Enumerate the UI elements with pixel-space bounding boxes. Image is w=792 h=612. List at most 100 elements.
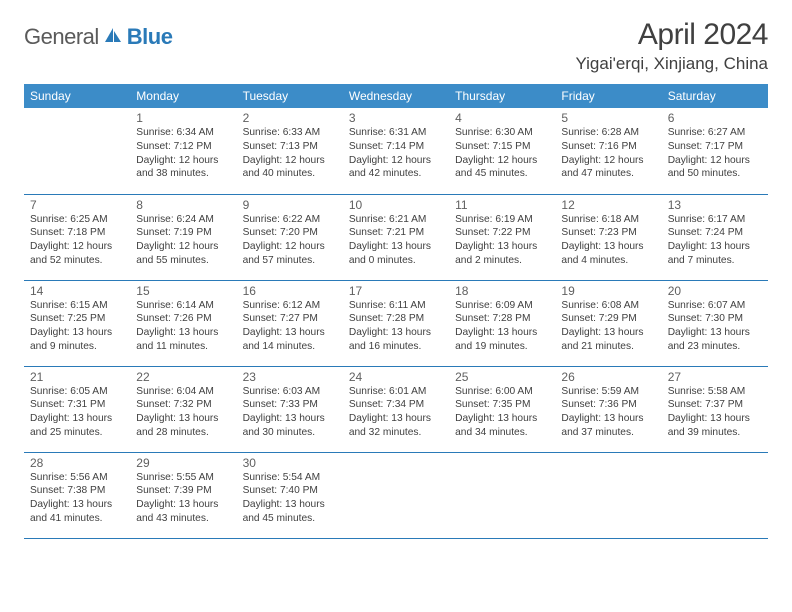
day-detail-line: Sunset: 7:26 PM bbox=[136, 312, 230, 326]
day-detail-line: and 9 minutes. bbox=[30, 340, 124, 354]
day-detail-line: Sunrise: 6:03 AM bbox=[243, 385, 337, 399]
day-detail-line: Sunrise: 6:19 AM bbox=[455, 213, 549, 227]
day-details: Sunrise: 6:12 AMSunset: 7:27 PMDaylight:… bbox=[243, 299, 337, 354]
day-detail-line: and 30 minutes. bbox=[243, 426, 337, 440]
day-number: 29 bbox=[136, 456, 230, 470]
day-detail-line: and 21 minutes. bbox=[561, 340, 655, 354]
day-detail-line: Sunset: 7:15 PM bbox=[455, 140, 549, 154]
calendar-cell: 26Sunrise: 5:59 AMSunset: 7:36 PMDayligh… bbox=[555, 366, 661, 452]
day-details: Sunrise: 6:18 AMSunset: 7:23 PMDaylight:… bbox=[561, 213, 655, 268]
day-detail-line: and 0 minutes. bbox=[349, 254, 443, 268]
day-detail-line: and 47 minutes. bbox=[561, 167, 655, 181]
dayheader-wed: Wednesday bbox=[343, 84, 449, 108]
day-detail-line: Daylight: 13 hours bbox=[136, 412, 230, 426]
day-detail-line: Sunset: 7:23 PM bbox=[561, 226, 655, 240]
day-detail-line: Daylight: 13 hours bbox=[668, 240, 762, 254]
logo-text-1: General bbox=[24, 24, 99, 50]
day-details: Sunrise: 6:34 AMSunset: 7:12 PMDaylight:… bbox=[136, 126, 230, 181]
calendar-week: 1Sunrise: 6:34 AMSunset: 7:12 PMDaylight… bbox=[24, 108, 768, 194]
day-details: Sunrise: 6:05 AMSunset: 7:31 PMDaylight:… bbox=[30, 385, 124, 440]
calendar-cell: 24Sunrise: 6:01 AMSunset: 7:34 PMDayligh… bbox=[343, 366, 449, 452]
calendar-cell bbox=[449, 452, 555, 538]
day-details: Sunrise: 6:28 AMSunset: 7:16 PMDaylight:… bbox=[561, 126, 655, 181]
day-number: 15 bbox=[136, 284, 230, 298]
day-number: 17 bbox=[349, 284, 443, 298]
day-detail-line: Sunrise: 5:55 AM bbox=[136, 471, 230, 485]
day-details: Sunrise: 6:01 AMSunset: 7:34 PMDaylight:… bbox=[349, 385, 443, 440]
day-detail-line: Sunset: 7:32 PM bbox=[136, 398, 230, 412]
day-details: Sunrise: 6:17 AMSunset: 7:24 PMDaylight:… bbox=[668, 213, 762, 268]
day-detail-line: and 11 minutes. bbox=[136, 340, 230, 354]
day-number: 5 bbox=[561, 111, 655, 125]
day-detail-line: Sunset: 7:33 PM bbox=[243, 398, 337, 412]
day-detail-line: Sunrise: 6:14 AM bbox=[136, 299, 230, 313]
day-detail-line: and 16 minutes. bbox=[349, 340, 443, 354]
day-number: 22 bbox=[136, 370, 230, 384]
location: Yigai'erqi, Xinjiang, China bbox=[575, 54, 768, 74]
day-number: 14 bbox=[30, 284, 124, 298]
calendar-cell: 25Sunrise: 6:00 AMSunset: 7:35 PMDayligh… bbox=[449, 366, 555, 452]
calendar-cell: 10Sunrise: 6:21 AMSunset: 7:21 PMDayligh… bbox=[343, 194, 449, 280]
day-detail-line: Sunset: 7:37 PM bbox=[668, 398, 762, 412]
day-detail-line: Sunrise: 6:00 AM bbox=[455, 385, 549, 399]
day-details: Sunrise: 5:56 AMSunset: 7:38 PMDaylight:… bbox=[30, 471, 124, 526]
day-details: Sunrise: 6:33 AMSunset: 7:13 PMDaylight:… bbox=[243, 126, 337, 181]
day-details: Sunrise: 6:24 AMSunset: 7:19 PMDaylight:… bbox=[136, 213, 230, 268]
day-detail-line: Sunrise: 6:01 AM bbox=[349, 385, 443, 399]
calendar-cell: 9Sunrise: 6:22 AMSunset: 7:20 PMDaylight… bbox=[237, 194, 343, 280]
calendar-cell: 18Sunrise: 6:09 AMSunset: 7:28 PMDayligh… bbox=[449, 280, 555, 366]
calendar-week: 21Sunrise: 6:05 AMSunset: 7:31 PMDayligh… bbox=[24, 366, 768, 452]
calendar-cell: 16Sunrise: 6:12 AMSunset: 7:27 PMDayligh… bbox=[237, 280, 343, 366]
day-detail-line: and 39 minutes. bbox=[668, 426, 762, 440]
day-detail-line: and 19 minutes. bbox=[455, 340, 549, 354]
day-detail-line: Sunset: 7:27 PM bbox=[243, 312, 337, 326]
day-detail-line: and 45 minutes. bbox=[455, 167, 549, 181]
day-details: Sunrise: 6:30 AMSunset: 7:15 PMDaylight:… bbox=[455, 126, 549, 181]
day-detail-line: Sunrise: 6:08 AM bbox=[561, 299, 655, 313]
day-detail-line: Sunset: 7:29 PM bbox=[561, 312, 655, 326]
day-detail-line: and 40 minutes. bbox=[243, 167, 337, 181]
day-detail-line: and 4 minutes. bbox=[561, 254, 655, 268]
day-detail-line: Daylight: 13 hours bbox=[30, 412, 124, 426]
day-detail-line: Sunset: 7:14 PM bbox=[349, 140, 443, 154]
calendar-cell: 30Sunrise: 5:54 AMSunset: 7:40 PMDayligh… bbox=[237, 452, 343, 538]
day-details: Sunrise: 5:58 AMSunset: 7:37 PMDaylight:… bbox=[668, 385, 762, 440]
day-number: 19 bbox=[561, 284, 655, 298]
dayheader-mon: Monday bbox=[130, 84, 236, 108]
dayheader-sat: Saturday bbox=[662, 84, 768, 108]
day-detail-line: and 55 minutes. bbox=[136, 254, 230, 268]
day-details: Sunrise: 6:00 AMSunset: 7:35 PMDaylight:… bbox=[455, 385, 549, 440]
day-detail-line: and 37 minutes. bbox=[561, 426, 655, 440]
day-detail-line: Sunset: 7:39 PM bbox=[136, 484, 230, 498]
dayheader-fri: Friday bbox=[555, 84, 661, 108]
month-title: April 2024 bbox=[575, 18, 768, 52]
calendar-cell: 13Sunrise: 6:17 AMSunset: 7:24 PMDayligh… bbox=[662, 194, 768, 280]
day-detail-line: Sunset: 7:28 PM bbox=[349, 312, 443, 326]
day-number: 10 bbox=[349, 198, 443, 212]
day-detail-line: Daylight: 13 hours bbox=[349, 326, 443, 340]
calendar-header-row: Sunday Monday Tuesday Wednesday Thursday… bbox=[24, 84, 768, 108]
calendar-body: 1Sunrise: 6:34 AMSunset: 7:12 PMDaylight… bbox=[24, 108, 768, 538]
calendar-cell: 14Sunrise: 6:15 AMSunset: 7:25 PMDayligh… bbox=[24, 280, 130, 366]
day-detail-line: Sunrise: 6:21 AM bbox=[349, 213, 443, 227]
day-detail-line: Daylight: 13 hours bbox=[668, 326, 762, 340]
calendar-cell: 3Sunrise: 6:31 AMSunset: 7:14 PMDaylight… bbox=[343, 108, 449, 194]
day-number: 25 bbox=[455, 370, 549, 384]
calendar-cell: 11Sunrise: 6:19 AMSunset: 7:22 PMDayligh… bbox=[449, 194, 555, 280]
calendar-table: Sunday Monday Tuesday Wednesday Thursday… bbox=[24, 84, 768, 539]
day-detail-line: and 34 minutes. bbox=[455, 426, 549, 440]
dayheader-sun: Sunday bbox=[24, 84, 130, 108]
day-detail-line: Daylight: 13 hours bbox=[668, 412, 762, 426]
day-number: 18 bbox=[455, 284, 549, 298]
calendar-cell: 23Sunrise: 6:03 AMSunset: 7:33 PMDayligh… bbox=[237, 366, 343, 452]
calendar-cell: 8Sunrise: 6:24 AMSunset: 7:19 PMDaylight… bbox=[130, 194, 236, 280]
calendar-cell bbox=[24, 108, 130, 194]
day-number: 20 bbox=[668, 284, 762, 298]
day-detail-line: Daylight: 12 hours bbox=[30, 240, 124, 254]
calendar-week: 14Sunrise: 6:15 AMSunset: 7:25 PMDayligh… bbox=[24, 280, 768, 366]
calendar-cell bbox=[662, 452, 768, 538]
day-details: Sunrise: 6:31 AMSunset: 7:14 PMDaylight:… bbox=[349, 126, 443, 181]
calendar-cell: 6Sunrise: 6:27 AMSunset: 7:17 PMDaylight… bbox=[662, 108, 768, 194]
day-detail-line: Daylight: 12 hours bbox=[561, 154, 655, 168]
day-detail-line: Daylight: 13 hours bbox=[349, 412, 443, 426]
